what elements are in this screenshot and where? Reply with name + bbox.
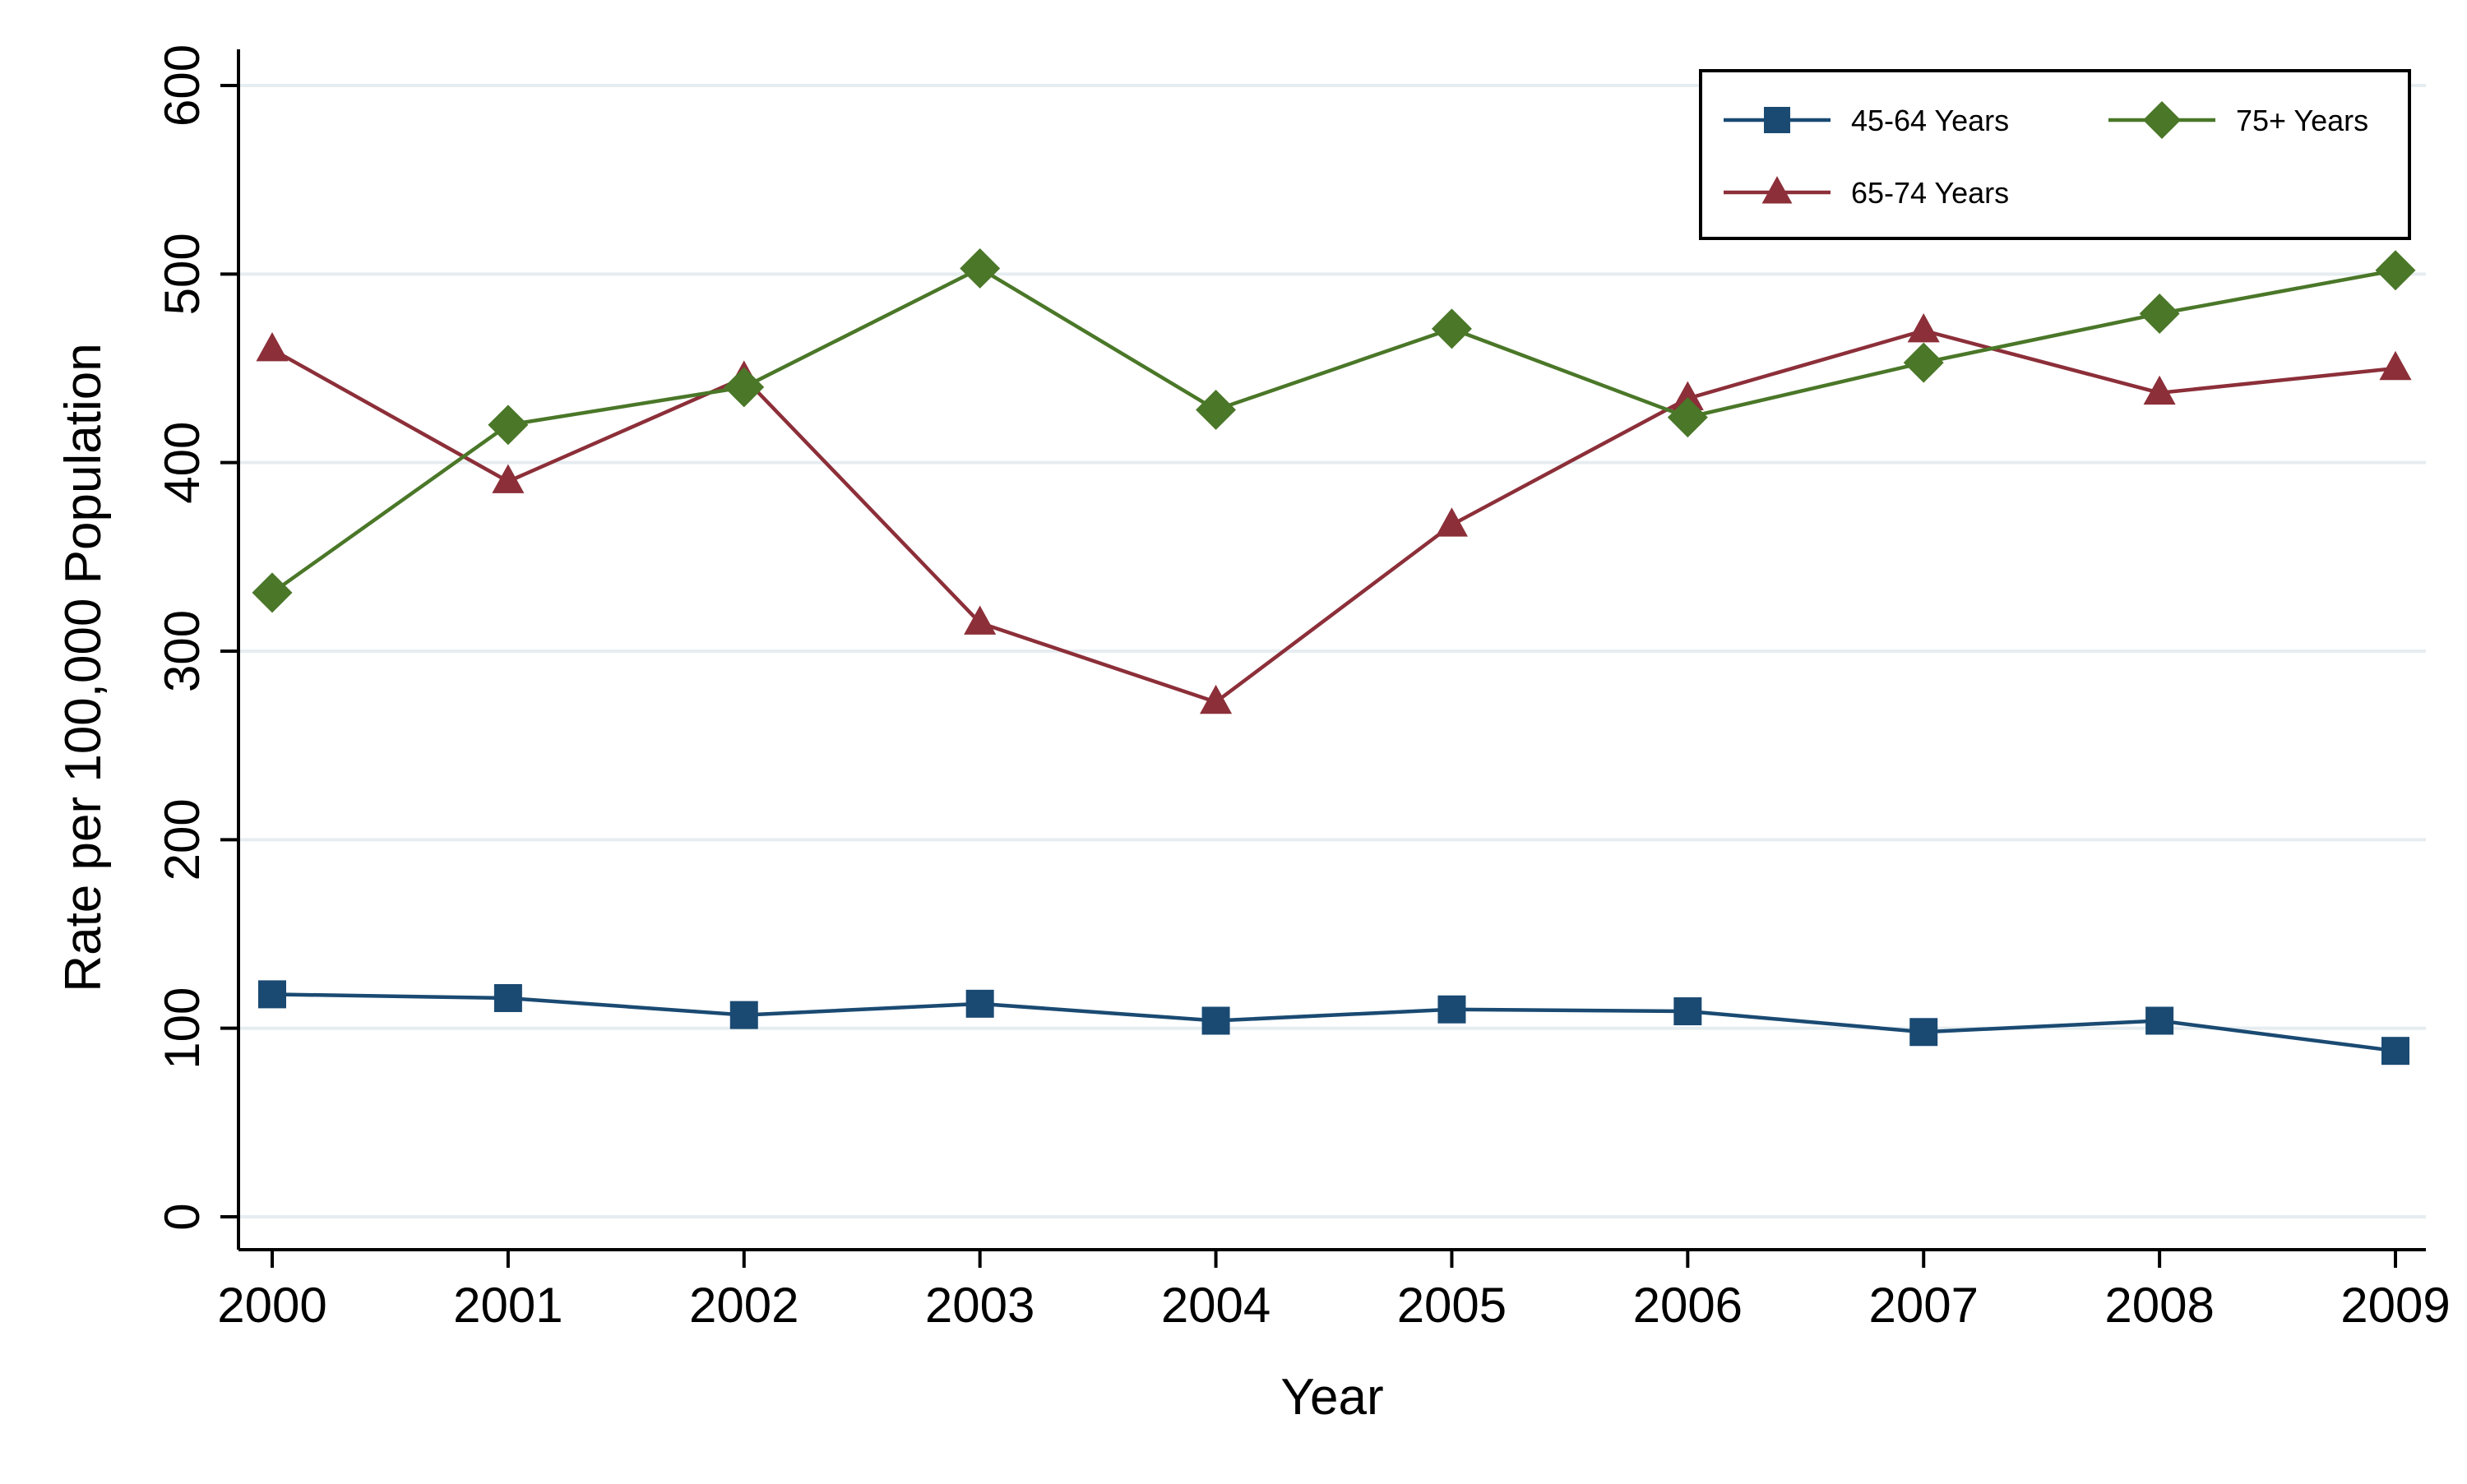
x-tick-label: 2007 xyxy=(1868,1278,1978,1333)
y-tick-label: 300 xyxy=(155,610,210,692)
x-tick-label: 2005 xyxy=(1397,1278,1507,1333)
y-tick-label: 600 xyxy=(155,44,210,127)
legend-label: 45-64 Years xyxy=(1851,104,2009,137)
series-lines xyxy=(252,247,2416,1066)
data-point xyxy=(1671,381,1704,410)
data-point xyxy=(965,989,994,1018)
x-tick-label: 2003 xyxy=(925,1278,1034,1333)
data-point xyxy=(1200,684,1233,714)
data-point xyxy=(724,367,765,408)
data-point xyxy=(964,605,997,635)
y-tick-label: 400 xyxy=(155,422,210,504)
series-line xyxy=(271,328,2396,705)
data-point xyxy=(493,983,522,1012)
y-tick-label: 200 xyxy=(155,798,210,881)
series-1 xyxy=(256,313,2412,714)
data-point xyxy=(1673,997,1702,1026)
legend-label: 65-74 Years xyxy=(1851,176,2009,210)
y-axis-title: Rate per 100,000 Population xyxy=(55,343,112,992)
legend-marker xyxy=(1761,176,1793,204)
legend-item: 75+ Years xyxy=(2108,100,2368,140)
series-line xyxy=(271,266,2396,594)
legend-marker xyxy=(2142,100,2182,140)
data-point xyxy=(1907,313,1940,343)
legend-box xyxy=(1699,69,2411,240)
data-point xyxy=(2139,294,2180,334)
data-point xyxy=(1437,995,1466,1024)
data-point xyxy=(252,572,293,613)
data-point xyxy=(492,464,525,493)
data-point xyxy=(488,405,529,446)
data-point xyxy=(2381,1037,2409,1066)
data-point xyxy=(729,1001,758,1029)
data-point xyxy=(1435,507,1468,537)
x-tick-label: 2000 xyxy=(217,1278,326,1333)
data-point xyxy=(1667,397,1708,438)
x-tick-label: 2002 xyxy=(689,1278,798,1333)
legend: 45-64 Years 65-74 Years 75+ Years xyxy=(1699,69,2411,240)
y-tick-label: 500 xyxy=(155,233,210,315)
data-point xyxy=(1431,308,1472,349)
legend-item: 45-64 Years xyxy=(1724,104,2009,137)
x-tick-label: 2001 xyxy=(453,1278,562,1333)
series-0 xyxy=(258,980,2409,1066)
x-tick-label: 2008 xyxy=(2104,1278,2214,1333)
data-point xyxy=(960,247,1001,289)
y-tick-label: 100 xyxy=(155,987,210,1070)
legend-marker xyxy=(1764,107,1790,133)
series-line xyxy=(271,992,2396,1053)
series-2 xyxy=(252,247,2416,613)
x-tick-label: 2009 xyxy=(2340,1278,2450,1333)
data-point xyxy=(2375,250,2416,291)
legend-item: 65-74 Years xyxy=(1724,176,2009,210)
data-point xyxy=(2145,1006,2174,1035)
data-point xyxy=(258,980,286,1009)
data-point xyxy=(1201,1006,1230,1035)
data-point xyxy=(2143,375,2176,405)
data-point xyxy=(2379,350,2412,381)
axes: 0 100 200 300 400 500 600 2000 2001 2002 2003 2004 2… xyxy=(155,44,2451,1333)
legend-label: 75+ Years xyxy=(2236,104,2368,137)
y-tick-label: 0 xyxy=(155,1203,210,1230)
data-point xyxy=(256,331,289,362)
x-axis-title: Year xyxy=(1280,1369,1383,1426)
data-point xyxy=(1903,342,1944,383)
data-point xyxy=(1909,1018,1938,1047)
x-tick-label: 2004 xyxy=(1161,1278,1271,1333)
x-tick-label: 2006 xyxy=(1633,1278,1743,1333)
data-point xyxy=(1196,389,1237,430)
